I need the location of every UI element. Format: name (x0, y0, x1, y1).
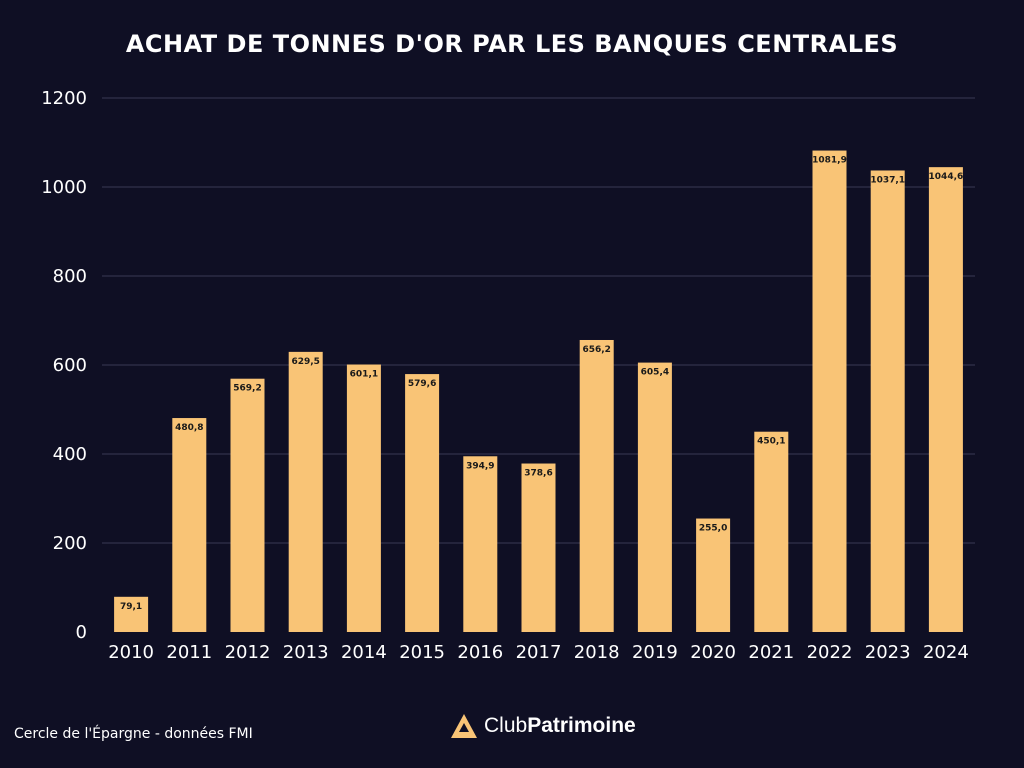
bar-value-label: 1037,1 (870, 175, 905, 185)
bar-2020 (696, 518, 731, 632)
brand-name: ClubPatrimoine (484, 714, 636, 738)
bar-2016 (463, 456, 498, 632)
x-tick-label: 2017 (516, 642, 562, 663)
x-tick-label: 2022 (807, 642, 853, 663)
bar-value-label: 579,6 (408, 379, 436, 389)
bar-2023 (870, 170, 905, 633)
bar-2018 (579, 339, 614, 632)
y-tick-label: 800 (53, 266, 87, 287)
bar-value-label: 1081,9 (812, 156, 847, 166)
bar-chart: 0 200 400 600 800 1000 1200 79,1 480,8 569,2 629,… (41, 88, 975, 663)
bar-value-labels: 79,1 480,8 569,2 629,5 601,1 579,6 394,9 378,6 6… (120, 156, 963, 612)
bar-2010 (114, 596, 149, 632)
x-tick-label: 2011 (166, 642, 212, 663)
y-tick-label: 1200 (41, 88, 87, 109)
bar-value-label: 629,5 (291, 357, 319, 367)
bar-value-label: 601,1 (350, 370, 378, 380)
bar-2017 (521, 463, 556, 632)
source-note: Cercle de l'Épargne - données FMI (14, 726, 253, 742)
x-tick-label: 2015 (399, 642, 445, 663)
bar-2011 (172, 418, 207, 632)
y-tick-label: 200 (53, 533, 87, 554)
y-axis-ticks: 0 200 400 600 800 1000 1200 (41, 88, 87, 643)
x-axis-ticks: 2010 2011 2012 2013 2014 2015 2016 2017 2018 2019… (108, 642, 969, 663)
bar-2022 (812, 150, 847, 632)
brand-name-bold: Patrimoine (527, 714, 636, 737)
x-tick-label: 2014 (341, 642, 387, 663)
bar-value-label: 79,1 (120, 602, 142, 612)
x-tick-label: 2019 (632, 642, 678, 663)
bar-2021 (754, 431, 789, 632)
bar-2015 (405, 374, 440, 632)
bar-2019 (637, 362, 672, 632)
bars (114, 150, 963, 633)
y-tick-label: 1000 (41, 177, 87, 198)
bar-value-label: 1044,6 (929, 172, 964, 182)
x-tick-label: 2016 (457, 642, 503, 663)
x-tick-label: 2010 (108, 642, 154, 663)
y-tick-label: 600 (53, 355, 87, 376)
x-tick-label: 2013 (283, 642, 329, 663)
bar-value-label: 480,8 (175, 423, 203, 433)
chart-title: ACHAT DE TONNES D'OR PAR LES BANQUES CEN… (125, 30, 899, 58)
x-tick-label: 2023 (865, 642, 911, 663)
x-tick-label: 2012 (225, 642, 271, 663)
brand-logo: ClubPatrimoine (450, 712, 636, 740)
bar-value-label: 450,1 (757, 437, 785, 447)
y-tick-label: 0 (76, 622, 87, 643)
bar-2013 (288, 351, 323, 632)
brand-name-light: Club (484, 714, 528, 737)
bar-value-label: 394,9 (466, 461, 494, 471)
bar-value-label: 605,4 (641, 368, 669, 378)
bar-2012 (230, 378, 265, 632)
bar-value-label: 569,2 (233, 384, 261, 394)
bar-2024 (928, 167, 963, 632)
x-tick-label: 2020 (690, 642, 736, 663)
x-tick-label: 2024 (923, 642, 969, 663)
y-tick-label: 400 (53, 444, 87, 465)
bar-2014 (346, 364, 381, 632)
bar-value-label: 255,0 (699, 524, 727, 534)
triangle-logo-icon (451, 714, 477, 738)
x-tick-label: 2018 (574, 642, 620, 663)
bar-value-label: 378,6 (524, 469, 552, 479)
x-tick-label: 2021 (748, 642, 794, 663)
bar-value-label: 656,2 (582, 345, 610, 355)
